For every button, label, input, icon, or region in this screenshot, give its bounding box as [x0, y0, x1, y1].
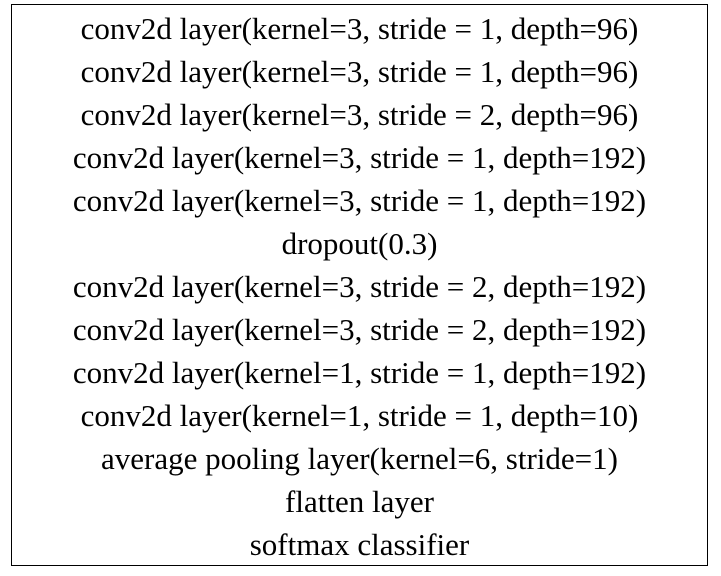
layer-conv2d-2: conv2d layer(kernel=3, stride = 1, depth… [80, 54, 639, 89]
layer-dropout: dropout(0.3) [281, 226, 438, 261]
layer-conv2d-7: conv2d layer(kernel=3, stride = 2, depth… [72, 312, 647, 347]
layer-conv2d-3: conv2d layer(kernel=3, stride = 2, depth… [80, 97, 639, 132]
layer-conv2d-1: conv2d layer(kernel=3, stride = 1, depth… [80, 11, 639, 46]
layer-conv2d-4: conv2d layer(kernel=3, stride = 1, depth… [72, 140, 647, 175]
architecture-box: conv2d layer(kernel=3, stride = 1, depth… [11, 4, 708, 566]
layer-conv2d-9: conv2d layer(kernel=1, stride = 1, depth… [80, 398, 639, 433]
layer-flatten: flatten layer [285, 484, 434, 519]
layer-conv2d-5: conv2d layer(kernel=3, stride = 1, depth… [72, 183, 647, 218]
layer-conv2d-8: conv2d layer(kernel=1, stride = 1, depth… [72, 355, 647, 390]
layer-conv2d-6: conv2d layer(kernel=3, stride = 2, depth… [72, 269, 647, 304]
layer-softmax: softmax classifier [249, 527, 470, 562]
layer-average-pooling: average pooling layer(kernel=6, stride=1… [101, 441, 618, 476]
